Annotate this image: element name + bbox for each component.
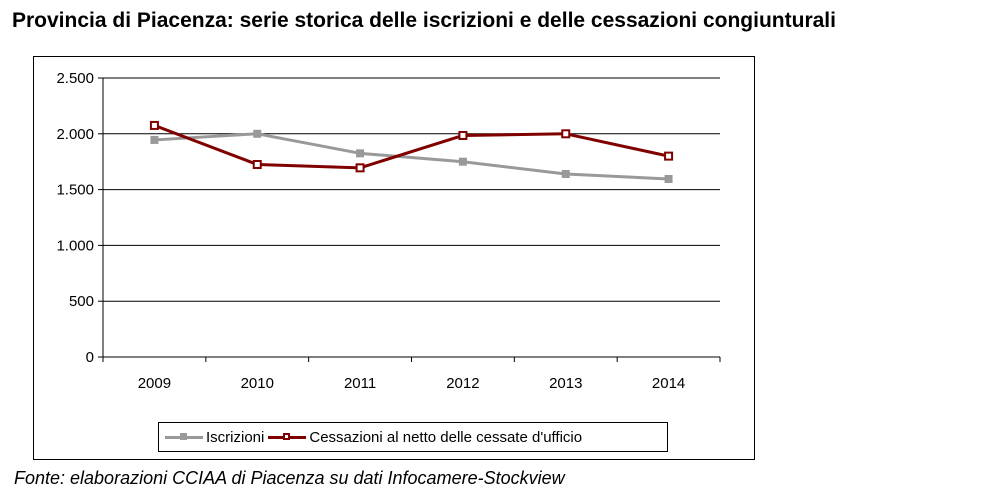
x-tick-label-2011: 2011 (344, 375, 376, 392)
series-line-1 (153, 124, 669, 170)
series-lines (149, 120, 674, 183)
y-tick-label-0: 0 (86, 349, 94, 366)
axes (98, 77, 721, 362)
series-line-0 (154, 132, 669, 181)
point-1-2014 (664, 151, 674, 161)
point-1-2011 (355, 163, 365, 173)
point-0-2010 (253, 129, 262, 138)
legend-label-cessazioni: Cessazioni al netto delle cessate d'uffi… (309, 428, 583, 446)
legend-item-cessazioni: Cessazioni al netto delle cessate d'uffi… (268, 429, 582, 446)
gridlines (103, 77, 720, 302)
y-tick-label-1000: 1.000 (56, 237, 94, 254)
point-0-2013 (561, 169, 570, 178)
point-0-2011 (356, 149, 365, 158)
point-0-2009 (150, 135, 159, 144)
point-0-2014 (664, 174, 673, 183)
point-1-2010 (252, 159, 262, 169)
legend-label-iscrizioni: Iscrizioni (206, 428, 265, 446)
chart-title: Provincia di Piacenza: serie storica del… (12, 9, 836, 32)
tick-labels: 0 500 1.000 1.500 2.000 2.500 2009 2010 2011 2012… (56, 70, 685, 392)
chart-legend: Iscrizioni Cessazioni al netto delle ces… (158, 422, 668, 452)
y-tick-label-2000: 2.000 (56, 126, 94, 143)
y-tick-label-1500: 1.500 (56, 182, 94, 199)
legend-swatch-cessazioni (268, 431, 307, 443)
x-tick-label-2014: 2014 (652, 375, 685, 392)
legend-item-iscrizioni: Iscrizioni (165, 429, 264, 446)
x-tick-label-2012: 2012 (446, 375, 479, 392)
source-note: Fonte: elaborazioni CCIAA di Piacenza su… (14, 468, 565, 488)
point-0-2012 (458, 157, 467, 166)
x-tick-label-2010: 2010 (241, 375, 274, 392)
point-1-2012 (458, 130, 468, 140)
x-tick-label-2009: 2009 (138, 375, 171, 392)
legend-swatch-iscrizioni (165, 431, 203, 443)
point-1-2013 (561, 129, 571, 139)
y-tick-label-500: 500 (69, 293, 94, 310)
x-tick-label-2013: 2013 (549, 375, 582, 392)
point-1-2009 (149, 120, 159, 130)
y-tick-label-2500: 2.500 (56, 70, 94, 87)
